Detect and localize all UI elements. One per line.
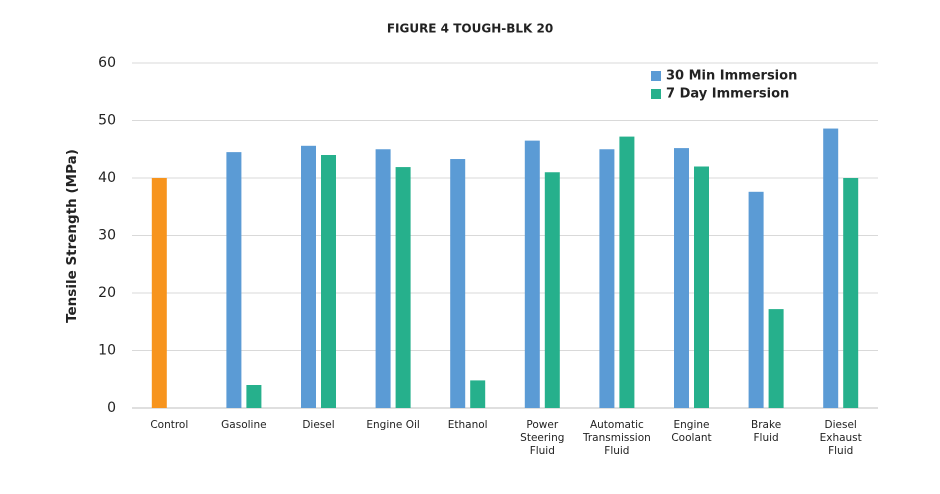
y-tick-label: 20 [98, 285, 116, 301]
x-tick-label: Ethanol [447, 419, 488, 431]
x-tick-label: Brake Fluid [751, 419, 782, 444]
legend-label: 30 Min Immersion [666, 69, 797, 84]
bar [544, 172, 560, 408]
bar [619, 136, 635, 408]
legend-label: 7 Day Immersion [666, 87, 789, 102]
x-tick-label: Engine Oil [366, 419, 420, 431]
bar [321, 155, 336, 408]
y-tick-label: 40 [98, 170, 116, 186]
y-tick-label: 0 [107, 400, 116, 416]
legend-swatch [651, 89, 661, 99]
x-tick-label: Control [150, 419, 189, 431]
bar [375, 149, 391, 408]
bar [748, 191, 764, 408]
y-tick-label: 60 [98, 55, 116, 71]
chart-title: FIGURE 4 TOUGH-BLK 20 [387, 22, 553, 36]
x-tick-label: Power Steering Fluid [520, 419, 565, 457]
bar [674, 148, 689, 408]
x-tick-label: Engine Coolant [671, 419, 712, 444]
bar [301, 145, 316, 409]
legend-swatch [651, 71, 661, 81]
bar [694, 166, 709, 408]
bar [823, 128, 839, 409]
bar [450, 159, 466, 408]
bar [843, 178, 859, 408]
bar [599, 149, 615, 408]
y-axis-label: Tensile Strength (MPa) [64, 149, 80, 323]
bar [226, 152, 242, 408]
x-tick-label: Diesel [302, 419, 335, 431]
x-tick-label: Gasoline [221, 419, 267, 431]
bar [470, 380, 486, 408]
bar [395, 167, 411, 408]
bar [524, 140, 540, 408]
y-tick-label: 10 [98, 343, 116, 359]
x-tick-label: Automatic Transmission Fluid [582, 419, 651, 457]
bar [151, 178, 167, 408]
y-tick-label: 50 [98, 113, 116, 129]
bar [768, 309, 784, 408]
x-tick-label: Diesel Exhaust Fluid [819, 419, 862, 457]
y-tick-label: 30 [98, 228, 116, 244]
bar [246, 385, 262, 408]
